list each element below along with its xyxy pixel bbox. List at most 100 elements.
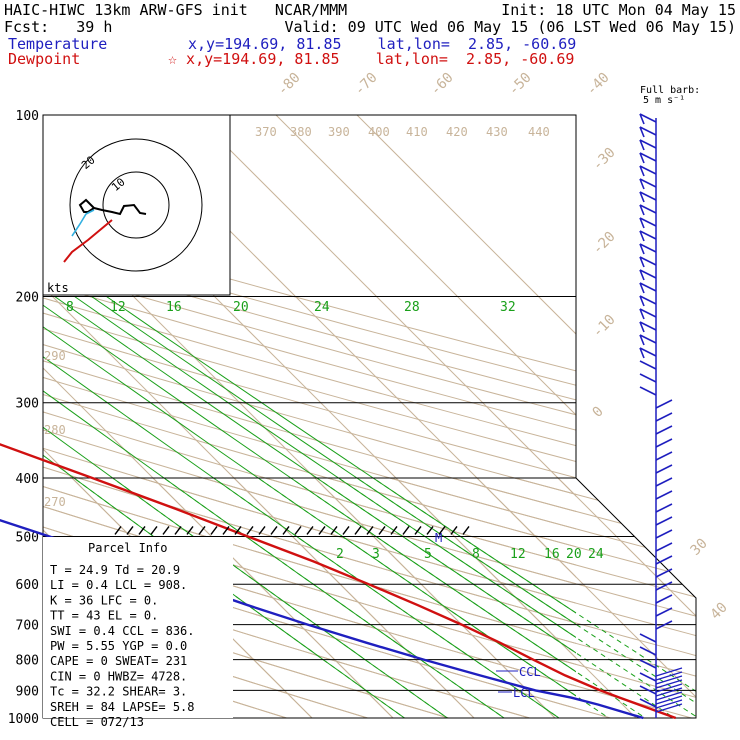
hatch-mark [114, 526, 122, 535]
temperature-location: x,y=194.69, 81.85 lat,lon= 2.85, -60.69 [188, 35, 577, 53]
hatch-mark [198, 526, 206, 535]
wind-barb [655, 438, 673, 448]
hatch-mark [234, 526, 242, 535]
isotherm-labels: -80 -70 -60 -50 -40 -30 -20 -10 0 30 40 [275, 70, 731, 623]
theta-label-290: 290 [44, 349, 66, 363]
isotherm-50 [275, 478, 696, 718]
wind-barb [639, 347, 657, 357]
mixing-ratio-dashed-8 [43, 478, 579, 718]
wind-barb [639, 633, 657, 643]
hatch-mark [270, 526, 278, 535]
mixing-ratio-32 [106, 296, 576, 614]
dry-adiabat-440 [43, 282, 576, 431]
dry-adiabat-260 [43, 478, 411, 718]
wind-barb [655, 594, 673, 604]
lcl-marker: LCL [498, 686, 535, 700]
dry-adiabat-410 [43, 328, 576, 479]
temperature-legend-label: Temperature [8, 35, 108, 53]
isotherm-60 [356, 115, 576, 335]
hatch-mark [210, 526, 218, 535]
dry-adiabat-470 [43, 239, 576, 386]
wind-barb [655, 412, 673, 422]
hodograph-trace-upper [78, 198, 147, 216]
hatch-mark [438, 526, 446, 535]
ccl-marker: CCL [496, 665, 541, 679]
wind-barb [639, 386, 657, 396]
hatch-mark [450, 526, 458, 535]
mixing-ratio-label-upper-24: 24 [314, 300, 330, 315]
theta-label-420: 420 [446, 125, 468, 139]
hodograph-frame [42, 114, 231, 296]
parcel-info-row: SWI = 0.4 CCL = 836. [50, 624, 195, 638]
hatch-mark [390, 526, 398, 535]
wind-barb [639, 113, 657, 123]
isotherm-40 [194, 115, 576, 497]
wind-barb [639, 282, 657, 292]
hatch-mark [282, 526, 290, 535]
mixing-ratio-label-lower-12: 12 [510, 547, 526, 562]
dry-adiabat-350 [43, 478, 696, 718]
hodograph-ring-inner [102, 171, 170, 239]
hatch-mark [414, 526, 422, 535]
wind-barbs [639, 113, 683, 718]
wind-barb [639, 295, 657, 305]
mixing-ratio-label-lower-3: 3 [372, 547, 380, 562]
mixing-ratio-dashed-3 [43, 478, 466, 718]
isotherm-10 [43, 478, 556, 718]
wind-barb [639, 217, 657, 227]
mixing-ratio-labels: 8 12 16 20 24 28 32 2 3 5 8 12 16 20 24 [66, 300, 604, 562]
dry-adiabat-400 [43, 344, 576, 495]
wind-barb [655, 516, 673, 526]
dry-adiabat-460 [43, 253, 576, 401]
model-title: HAIC-HIWC 13km ARW-GFS init NCAR/MMM [4, 1, 348, 19]
isotherm-label-40: 40 [708, 600, 731, 623]
hatch-mark [126, 526, 134, 535]
wind-barb [639, 139, 657, 149]
hatch-mark [138, 526, 146, 535]
hatch-mark [330, 526, 338, 535]
isotherm-20 [43, 478, 637, 718]
theta-label-390: 390 [328, 125, 350, 139]
hodograph-axis-label: kts [47, 281, 69, 295]
wind-barb [639, 360, 657, 370]
wind-barb [655, 581, 673, 591]
wind-barb [655, 464, 673, 474]
pressure-label-500: 500 [16, 530, 39, 545]
isotherm-label--30: -30 [590, 145, 619, 174]
wind-barb-low [655, 699, 683, 709]
mixing-ratio-label-lower-5: 5 [424, 547, 432, 562]
theta-labels: 370 380 390 400 410 420 430 440 290 280 270 [44, 125, 550, 509]
wind-barb [639, 698, 657, 708]
wind-barb [639, 672, 657, 682]
wind-barb [639, 685, 657, 695]
dry-adiabat-450 [43, 267, 576, 416]
hatch-mark [294, 526, 302, 535]
dry-adiabat-340 [43, 478, 696, 718]
isotherm-label--10: -10 [590, 312, 619, 341]
isotherm-label--50: -50 [506, 70, 535, 99]
parcel-info-title: Parcel Info [88, 541, 167, 555]
isotherm-30 [113, 478, 696, 718]
pressure-label-200: 200 [16, 291, 39, 306]
parcel-info-row: CIN = 0 HWBZ= 4728. [50, 669, 187, 683]
isotherm-60 [356, 478, 696, 718]
isotherm-label-0: 0 [590, 404, 607, 421]
wind-barb [639, 204, 657, 214]
parcel-info-row: Tc = 32.2 SHEAR= 3. [50, 685, 187, 699]
isotherm-label--80: -80 [275, 70, 304, 99]
wind-barb [639, 269, 657, 279]
dry-adiabat-420 [43, 312, 576, 463]
hatch-mark [306, 526, 314, 535]
isotherm-label--70: -70 [352, 70, 381, 99]
wind-barb [639, 308, 657, 318]
pressure-labels: 100 200 300 400 500 600 700 800 900 1000 [8, 109, 39, 727]
wind-barb [655, 555, 673, 565]
isotherm-0 [43, 478, 475, 718]
hatch-mark [246, 526, 254, 535]
dewpoint-location: ☆ x,y=194.69, 81.85 lat,lon= 2.85, -60.6… [168, 50, 575, 68]
mixing-ratio-lines-lower [43, 478, 696, 718]
wind-barb-low [655, 675, 683, 685]
pressure-label-700: 700 [16, 619, 39, 634]
wind-barb [639, 165, 657, 175]
hodograph-trace-red [63, 219, 113, 263]
